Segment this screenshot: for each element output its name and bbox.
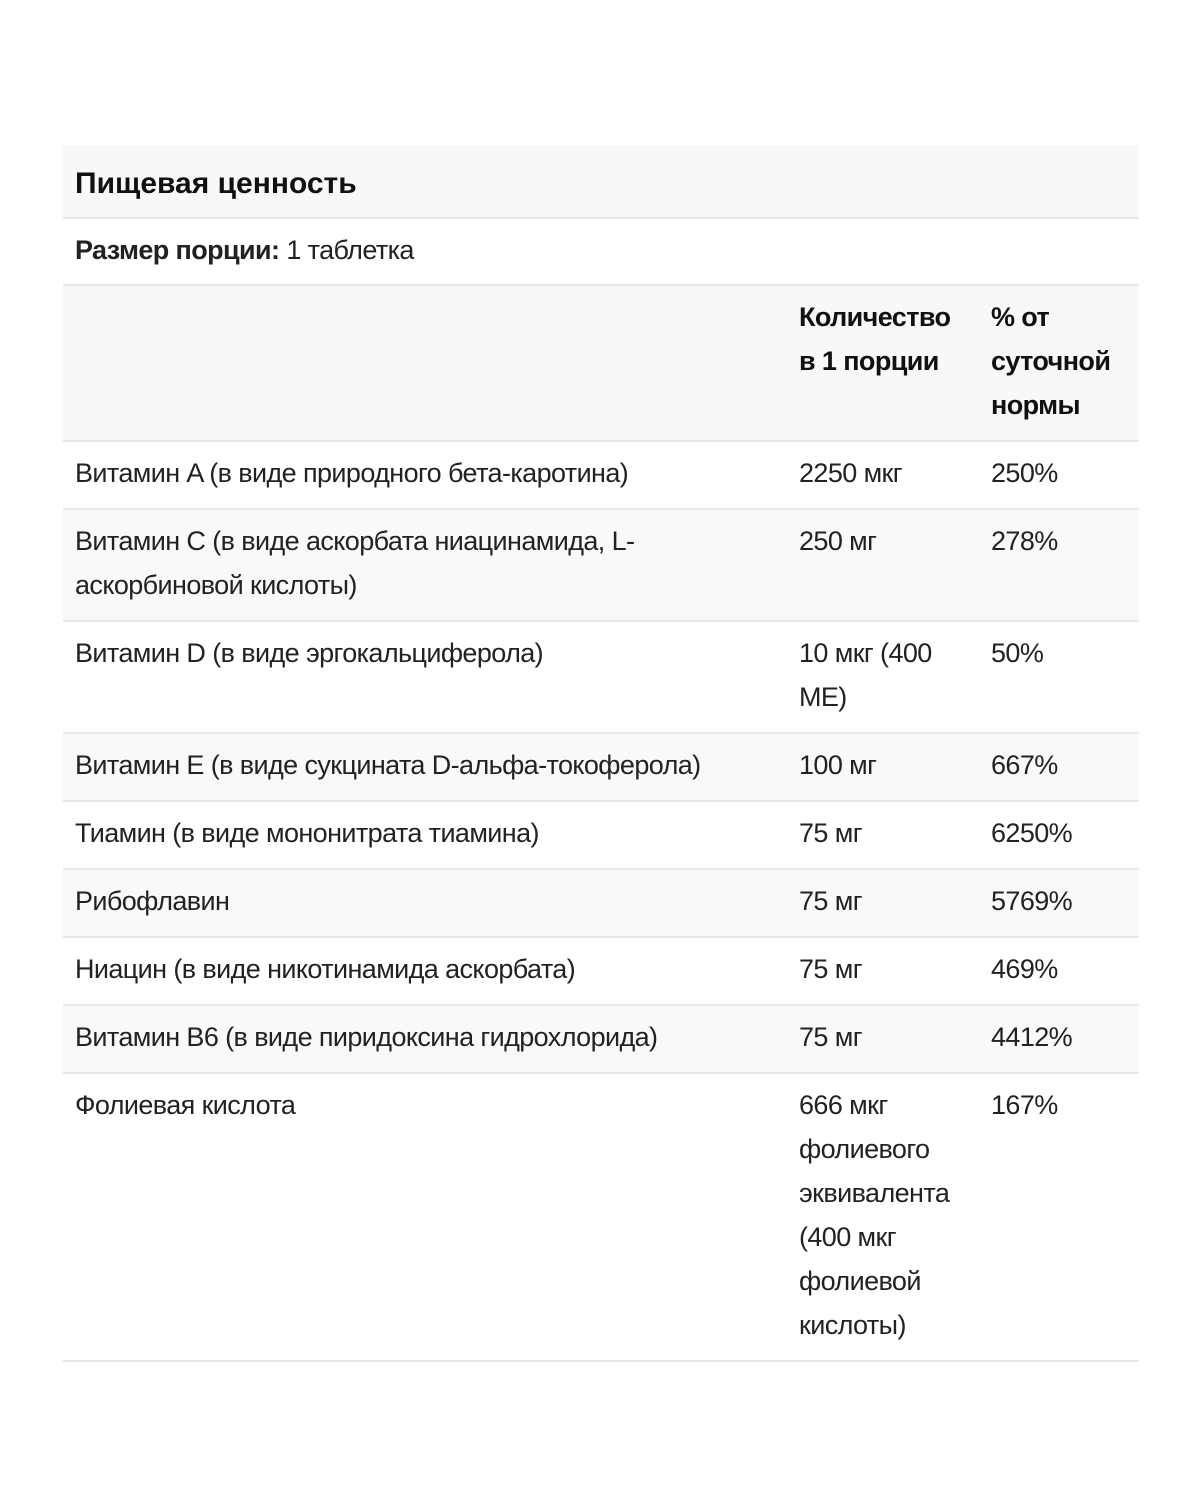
nutrient-name: Витамин D (в виде эргокальциферола) — [63, 621, 787, 734]
table-row: Рибофлавин 75 мг 5769% — [63, 869, 1139, 938]
nutrient-daily-value: 50% — [979, 621, 1139, 734]
nutrient-daily-value: 278% — [979, 509, 1139, 622]
nutrient-daily-value: 167% — [979, 1073, 1139, 1362]
serving-size: Размер порции: 1 таблетка — [63, 219, 1139, 286]
nutrient-amount: 75 мг — [787, 937, 979, 1006]
nutrient-name: Рибофлавин — [63, 869, 787, 938]
nutrient-amount: 75 мг — [787, 1005, 979, 1074]
nutrition-facts-panel: Пищевая ценность Размер порции: 1 таблет… — [63, 145, 1139, 1362]
nutrient-daily-value: 5769% — [979, 869, 1139, 938]
table-row: Витамин A (в виде природного бета-кароти… — [63, 441, 1139, 510]
nutrition-table: Количество в 1 порции % от суточной норм… — [63, 286, 1139, 1362]
header-nutrient — [63, 286, 787, 442]
nutrient-name: Витамин C (в виде аскорбата ниацинамида,… — [63, 509, 787, 622]
table-row: Фолиевая кислота 666 мкг фолиевого эквива… — [63, 1073, 1139, 1362]
header-daily-value: % от суточной нормы — [979, 286, 1139, 442]
nutrient-amount: 2250 мкг — [787, 441, 979, 510]
nutrient-daily-value: 4412% — [979, 1005, 1139, 1074]
table-row: Витамин B6 (в виде пиридоксина гидрохлор… — [63, 1005, 1139, 1074]
nutrient-daily-value: 250% — [979, 441, 1139, 510]
table-row: Ниацин (в виде никотинамида аскорбата) 75… — [63, 937, 1139, 1006]
nutrient-name: Ниацин (в виде никотинамида аскорбата) — [63, 937, 787, 1006]
nutrient-name: Витамин A (в виде природного бета-кароти… — [63, 441, 787, 510]
nutrient-daily-value: 469% — [979, 937, 1139, 1006]
serving-size-value: 1 таблетка — [286, 235, 414, 265]
table-row: Тиамин (в виде мононитрата тиамина) 75 мг… — [63, 801, 1139, 870]
nutrient-amount: 75 мг — [787, 801, 979, 870]
nutrient-amount: 75 мг — [787, 869, 979, 938]
nutrient-amount: 10 мкг (400 МЕ) — [787, 621, 979, 734]
nutrient-amount: 100 мг — [787, 733, 979, 802]
table-row: Витамин C (в виде аскорбата ниацинамида,… — [63, 509, 1139, 622]
nutrient-name: Тиамин (в виде мононитрата тиамина) — [63, 801, 787, 870]
table-header-row: Количество в 1 порции % от суточной норм… — [63, 286, 1139, 442]
nutrient-amount: 666 мкг фолиевого эквивалента (400 мкг ф… — [787, 1073, 979, 1362]
nutrient-amount: 250 мг — [787, 509, 979, 622]
header-amount: Количество в 1 порции — [787, 286, 979, 442]
nutrient-name: Фолиевая кислота — [63, 1073, 787, 1362]
table-row: Витамин E (в виде сукцината D-альфа-токо… — [63, 733, 1139, 802]
nutrient-daily-value: 667% — [979, 733, 1139, 802]
nutrient-daily-value: 6250% — [979, 801, 1139, 870]
serving-size-label: Размер порции: — [75, 235, 280, 265]
panel-title: Пищевая ценность — [63, 145, 1139, 219]
nutrient-name: Витамин E (в виде сукцината D-альфа-токо… — [63, 733, 787, 802]
table-row: Витамин D (в виде эргокальциферола) 10 мк… — [63, 621, 1139, 734]
nutrient-name: Витамин B6 (в виде пиридоксина гидрохлор… — [63, 1005, 787, 1074]
